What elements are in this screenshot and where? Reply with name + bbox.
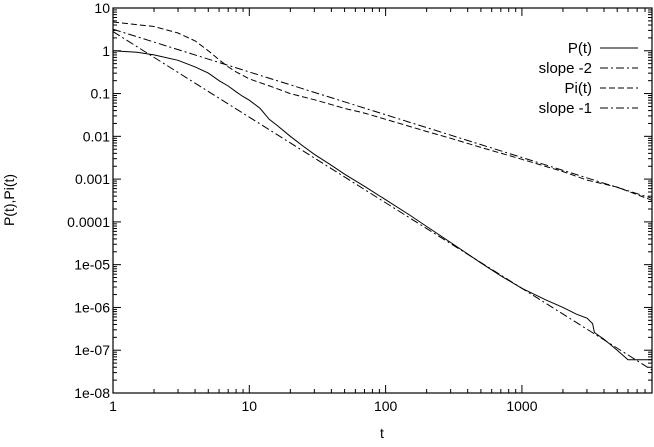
legend-label: P(t) [568, 40, 592, 57]
y-tick-label: 0.1 [91, 86, 111, 102]
x-tick-label: 1 [109, 398, 117, 414]
x-tick-label: 1000 [506, 398, 537, 414]
y-tick-label: 1e-07 [74, 342, 110, 358]
y-tick-label: 1e-08 [74, 385, 110, 401]
x-axis-label: t [380, 425, 384, 441]
series-line-slope-1 [112, 28, 653, 199]
y-axis-label: P(t),Pi(t) [1, 174, 17, 226]
series-layer [112, 21, 653, 371]
legend-label: Pi(t) [565, 80, 593, 97]
x-tick-label: 10 [242, 398, 258, 414]
series-line-p-t [112, 50, 652, 361]
series-line-pi-t [112, 21, 653, 201]
y-tick-label: 1e-06 [74, 299, 110, 315]
x-tick-label: 100 [374, 398, 398, 414]
plot-frame [112, 7, 653, 394]
y-tick-label: 1 [102, 43, 110, 59]
legend-label: slope -1 [539, 100, 592, 117]
legend: P(t) slope -2 Pi(t) slope -1 [539, 40, 638, 117]
y-tick-label: 10 [94, 0, 110, 16]
x-axis-ticks: 1 10 100 1000 [109, 8, 653, 414]
y-axis-ticks: 10 1 0.1 0.01 0.001 0.0001 1e-05 1e-06 1e-07 1e-0… [67, 0, 652, 401]
legend-label: slope -2 [539, 60, 592, 77]
y-tick-label: 0.0001 [67, 214, 110, 230]
y-tick-label: 0.001 [75, 171, 110, 187]
y-tick-label: 1e-05 [74, 257, 110, 273]
y-tick-label: 0.01 [83, 128, 110, 144]
series-line-slope-2 [112, 31, 653, 371]
